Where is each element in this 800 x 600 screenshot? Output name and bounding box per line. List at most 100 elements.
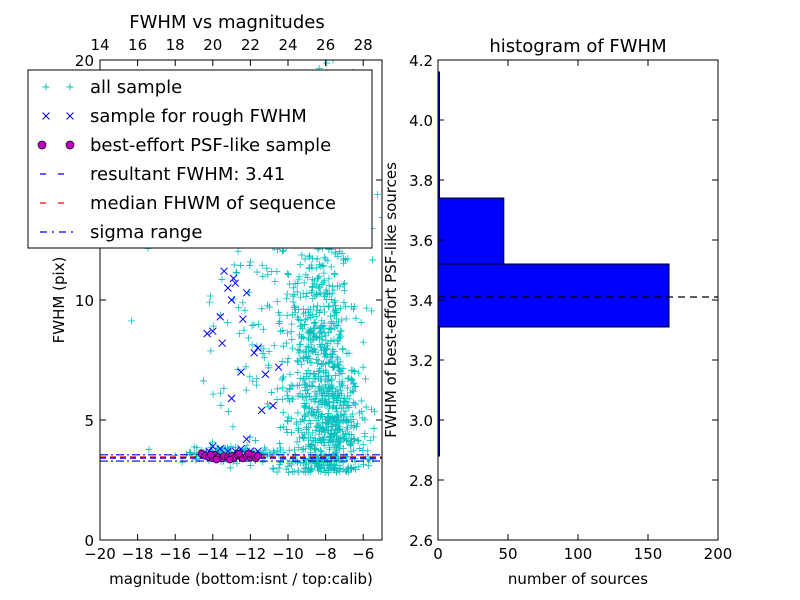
all-sample-point	[331, 270, 339, 278]
left-y-tick-label: 10	[75, 292, 94, 310]
all-sample-point	[294, 409, 302, 417]
all-sample-point	[296, 341, 304, 349]
all-sample-point	[264, 400, 272, 408]
all-sample-point	[323, 295, 331, 303]
all-sample-point	[253, 374, 261, 382]
all-sample-point	[325, 359, 333, 367]
all-sample-point	[207, 347, 215, 355]
all-sample-point	[226, 464, 234, 472]
all-sample-point	[322, 424, 330, 432]
rough-fwhm-point	[216, 444, 225, 453]
all-sample-point	[300, 434, 308, 442]
legend-marker-circle	[65, 140, 75, 150]
all-sample-point	[251, 437, 259, 445]
all-sample-point	[340, 410, 348, 418]
left-legend: all sample sample for rough FWHM best-effo…	[27, 69, 373, 249]
all-sample-point	[359, 338, 367, 346]
all-sample-point	[278, 357, 286, 365]
all-sample-point	[299, 305, 307, 313]
left-chart-title: FWHM vs magnitudes	[129, 12, 324, 33]
all-sample-point	[344, 255, 352, 263]
all-sample-point	[246, 262, 254, 270]
all-sample-point	[359, 363, 367, 371]
all-sample-point	[286, 280, 294, 288]
all-sample-point	[321, 416, 329, 424]
left-top-tick-label: 14	[90, 36, 109, 54]
all-sample-point	[320, 302, 328, 310]
all-sample-point	[298, 393, 306, 401]
rough-fwhm-point	[220, 267, 228, 276]
all-sample-point	[359, 414, 367, 422]
all-sample-point	[340, 287, 348, 295]
all-sample-point	[320, 269, 328, 277]
all-sample-point	[278, 376, 286, 384]
all-sample-point	[304, 334, 312, 342]
all-sample-point	[302, 271, 310, 279]
all-sample-point	[343, 467, 351, 475]
all-sample-point	[297, 334, 305, 342]
right-y-tick-label: 3.0	[409, 412, 433, 430]
histogram-bar	[438, 197, 505, 265]
all-sample-point	[296, 374, 304, 382]
all-sample-point	[268, 388, 276, 396]
rough-fwhm-point	[261, 370, 270, 379]
histogram-bar	[438, 263, 670, 328]
all-sample-point	[258, 261, 266, 269]
all-sample-point	[293, 420, 301, 428]
all-sample-point	[338, 249, 346, 257]
all-sample-point	[362, 403, 370, 411]
all-sample-point	[294, 392, 302, 400]
all-sample-point	[276, 439, 284, 447]
all-sample-point	[369, 256, 377, 264]
all-sample-point	[331, 360, 339, 368]
all-sample-point	[314, 452, 322, 460]
all-sample-point	[279, 247, 287, 255]
all-sample-point	[326, 444, 334, 452]
all-sample-point	[298, 360, 306, 368]
all-sample-point	[325, 329, 333, 337]
right-x-axis-label: number of sources	[508, 570, 648, 588]
all-sample-point	[343, 418, 351, 426]
all-sample-point	[355, 369, 363, 377]
all-sample-point	[352, 466, 360, 474]
all-sample-point	[339, 444, 347, 452]
all-sample-point	[296, 459, 304, 467]
rough-fwhm-point	[216, 312, 225, 321]
all-sample-point	[308, 347, 316, 355]
all-sample-point	[349, 380, 357, 388]
all-sample-point	[263, 264, 271, 272]
all-sample-point	[273, 468, 281, 476]
all-sample-point	[283, 290, 291, 298]
all-sample-point	[285, 397, 293, 405]
all-sample-point	[333, 443, 341, 451]
all-sample-point	[145, 445, 153, 453]
all-sample-point	[302, 460, 310, 468]
best-effort-point	[254, 452, 262, 460]
all-sample-point	[334, 252, 342, 260]
all-sample-point	[357, 397, 365, 405]
all-sample-point	[242, 363, 250, 371]
all-sample-point	[317, 328, 325, 336]
all-sample-point	[314, 403, 322, 411]
all-sample-point	[307, 314, 315, 322]
all-sample-point	[351, 401, 359, 409]
all-sample-point	[275, 464, 283, 472]
all-sample-point	[266, 449, 274, 457]
all-sample-point	[345, 402, 353, 410]
all-sample-point	[297, 418, 305, 426]
all-sample-point	[332, 321, 340, 329]
all-sample-point	[306, 420, 314, 428]
all-sample-point	[330, 299, 338, 307]
all-sample-point	[324, 290, 332, 298]
all-sample-point	[378, 217, 382, 218]
all-sample-point	[328, 460, 336, 468]
all-sample-point	[325, 392, 333, 400]
right-axes: 0 50 100 150 200 2.6 2.8 3.0 3.2 3.4 3.6 3.8 4.0 4.2	[409, 52, 732, 563]
all-sample-point	[347, 448, 355, 456]
all-sample-point	[330, 399, 338, 407]
all-sample-point	[250, 321, 258, 329]
right-x-tick-label: 0	[433, 545, 443, 563]
all-sample-point	[288, 335, 296, 343]
all-sample-point	[350, 446, 358, 454]
all-sample-point	[285, 446, 293, 454]
